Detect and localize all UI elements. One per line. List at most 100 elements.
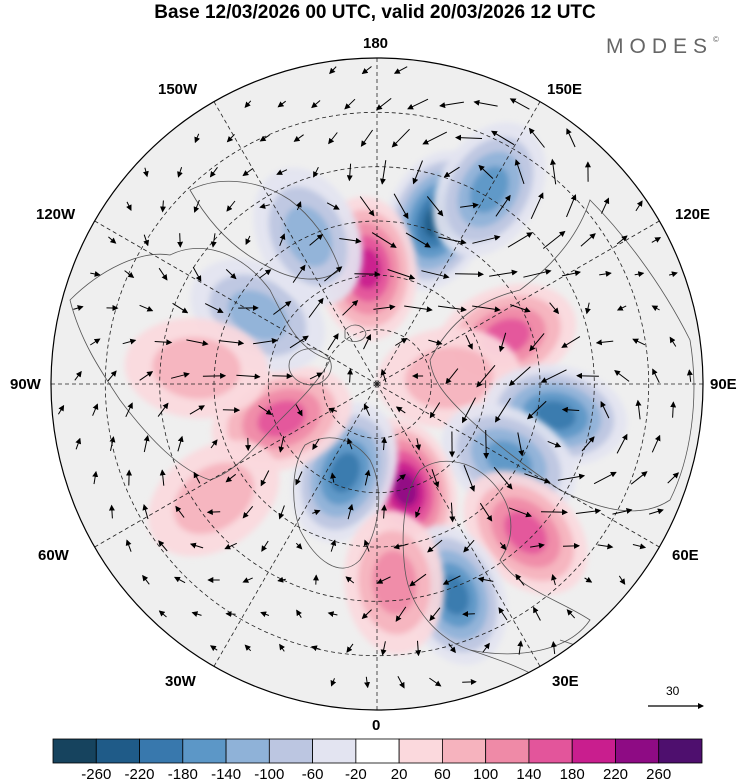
colorbar-swatch: [615, 738, 660, 764]
meridian-line: [376, 383, 660, 548]
wind-arrow: [277, 576, 286, 583]
wind-arrow: [359, 196, 375, 217]
wind-arrow: [442, 575, 461, 585]
wind-arrow: [412, 160, 423, 185]
lon-label-60w: 60W: [38, 547, 69, 564]
wind-arrow: [668, 271, 678, 278]
colorbar-swatch: [441, 738, 487, 764]
wind-arrow: [191, 611, 202, 617]
wind-arrow: [259, 269, 272, 279]
meridian-line: [376, 101, 541, 385]
wind-arrow: [244, 100, 252, 108]
wind-arrow: [395, 606, 407, 622]
wind-arrow: [530, 542, 545, 549]
wind-arrow: [483, 429, 490, 459]
wind-arrow: [347, 503, 354, 520]
meridian-line: [213, 383, 378, 667]
wind-arrow: [293, 134, 304, 142]
wind-arrow: [261, 540, 269, 552]
wind-arrow: [312, 438, 320, 450]
colorbar-swatch: [95, 738, 140, 764]
anomaly-center: [463, 470, 588, 595]
wind-arrow: [90, 338, 101, 346]
colorbar-swatch: [355, 738, 400, 764]
colorbar-tick-label: -20: [345, 766, 367, 783]
wind-arrow: [330, 472, 337, 483]
wind-arrow: [210, 233, 217, 248]
wind-arrow: [139, 371, 154, 381]
wind-arrow: [438, 236, 467, 245]
lon-label-60e: 60E: [672, 547, 699, 564]
wind-arrow: [279, 233, 286, 246]
wind-arrow: [429, 677, 442, 687]
wind-arrow: [258, 405, 273, 415]
wind-arrow: [462, 397, 476, 424]
wind-arrow: [476, 364, 496, 388]
wind-vectors: [57, 66, 693, 689]
coastline-europe: [402, 460, 591, 655]
wind-arrow: [124, 270, 135, 279]
wind-arrow: [311, 100, 321, 109]
wind-arrow: [346, 437, 353, 450]
map-title: Base 12/03/2026 00 UTC, valid 20/03/2026…: [154, 2, 596, 23]
anomaly-center: [344, 510, 445, 655]
wind-arrow: [295, 201, 302, 211]
wind-arrow: [670, 401, 677, 418]
wind-arrow: [157, 402, 169, 417]
wind-arrow: [630, 471, 648, 485]
wind-arrow: [415, 640, 422, 657]
colorbar-tick-label: -60: [301, 766, 324, 783]
colorbar-tick-label: 100: [473, 766, 499, 783]
wind-arrow: [189, 405, 205, 415]
wind-arrow: [551, 574, 557, 586]
wind-arrow: [393, 193, 409, 220]
wind-arrow: [342, 300, 359, 316]
colorbar-tick-label: 220: [602, 766, 629, 783]
wind-arrow: [421, 270, 450, 280]
wind-arrow: [143, 234, 150, 247]
wind-arrow: [597, 543, 614, 550]
wind-arrow: [177, 435, 184, 452]
wind-arrow: [651, 305, 660, 312]
coastline-asia: [429, 199, 695, 512]
wind-arrow: [289, 335, 309, 349]
wind-arrow: [409, 573, 427, 587]
wind-arrow: [651, 434, 661, 453]
wind-arrow: [224, 542, 238, 550]
colorbar-tick-label: -100: [254, 766, 285, 783]
wind-arrow: [186, 339, 209, 347]
wind-arrow: [279, 643, 285, 652]
wind-arrow: [473, 99, 498, 107]
wind-arrow: [517, 640, 524, 655]
wind-arrow: [499, 542, 507, 551]
wind-arrow: [517, 432, 525, 457]
wind-arrow: [177, 167, 183, 178]
wind-arrow: [381, 504, 388, 519]
wind-arrow: [242, 505, 254, 519]
wind-arrow: [210, 439, 218, 449]
wind-arrow: [327, 611, 338, 618]
wind-arrow: [125, 402, 133, 418]
wind-arrow: [635, 399, 642, 420]
wind-arrow: [295, 542, 303, 550]
colorbar-swatch: [268, 738, 313, 764]
wind-arrow: [515, 573, 525, 586]
wind-arrow: [158, 610, 167, 618]
wind-arrow: [443, 166, 460, 178]
wind-arrow: [454, 271, 484, 278]
wind-arrow: [426, 196, 444, 217]
coastline-greenland: [293, 437, 380, 569]
lon-label-0: 0: [372, 717, 381, 734]
colorbar-tick-label: -180: [167, 766, 198, 783]
wind-arrow: [477, 576, 494, 583]
wind-arrow: [292, 264, 306, 283]
wind-arrow: [634, 271, 645, 278]
wind-arrow: [648, 508, 664, 515]
wind-arrow: [125, 539, 132, 552]
wind-arrow: [226, 134, 235, 143]
map-boundary: [50, 57, 704, 711]
wind-arrow: [612, 508, 633, 515]
wind-arrow: [244, 644, 252, 652]
wind-arrow: [387, 269, 416, 280]
wind-arrow: [580, 233, 596, 247]
